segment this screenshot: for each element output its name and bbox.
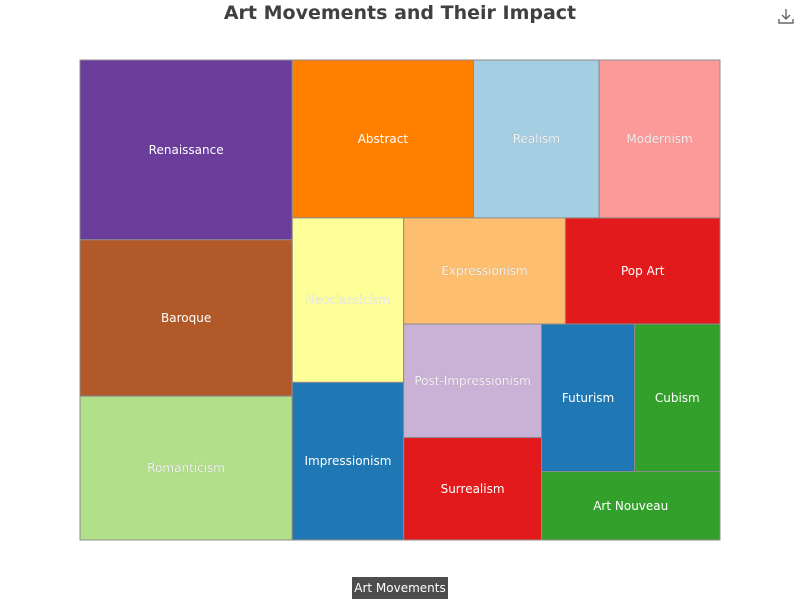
treemap-label-modernism: Modernism: [626, 132, 692, 146]
treemap-cell-cubism[interactable]: [634, 323, 721, 473]
treemap-label-baroque: Baroque: [161, 311, 211, 325]
treemap-cell-post-impressionism[interactable]: [403, 323, 542, 439]
treemap-cell-expressionism[interactable]: [403, 217, 566, 325]
treemap-label-cubism: Cubism: [655, 391, 700, 405]
chart-title: Art Movements and Their Impact: [223, 2, 577, 24]
treemap-label-impressionism: Impressionism: [304, 454, 391, 468]
treemap-label-realism: Realism: [513, 132, 560, 146]
treemap-label-pop-art: Pop Art: [621, 264, 665, 278]
treemap-cell-romanticism[interactable]: [79, 395, 293, 541]
treemap-label-renaissance: Renaissance: [149, 143, 224, 157]
treemap-cell-surrealism[interactable]: [403, 437, 542, 541]
treemap-cell-renaissance[interactable]: [79, 59, 293, 241]
treemap-label-romanticism: Romanticism: [147, 461, 225, 475]
treemap-label-futurism: Futurism: [562, 391, 614, 405]
treemap-cell-art-nouveau[interactable]: [540, 471, 721, 541]
treemap-cell-neoclassicism[interactable]: [291, 217, 405, 383]
treemap-label-post-impressionism: Post-Impressionism: [414, 374, 530, 388]
treemap-label-surrealism: Surrealism: [441, 482, 505, 496]
treemap-label-abstract: Abstract: [358, 132, 409, 146]
treemap-label-expressionism: Expressionism: [441, 264, 527, 278]
treemap-label-art-nouveau: Art Nouveau: [593, 499, 668, 513]
legend-item-art-movements[interactable]: Art Movements: [352, 577, 448, 599]
treemap-cell-impressionism[interactable]: [291, 381, 405, 541]
download-icon[interactable]: [776, 6, 796, 26]
treemap-label-neoclassicism: Neoclassicism: [306, 293, 391, 307]
treemap-cell-pop-art[interactable]: [564, 217, 721, 325]
